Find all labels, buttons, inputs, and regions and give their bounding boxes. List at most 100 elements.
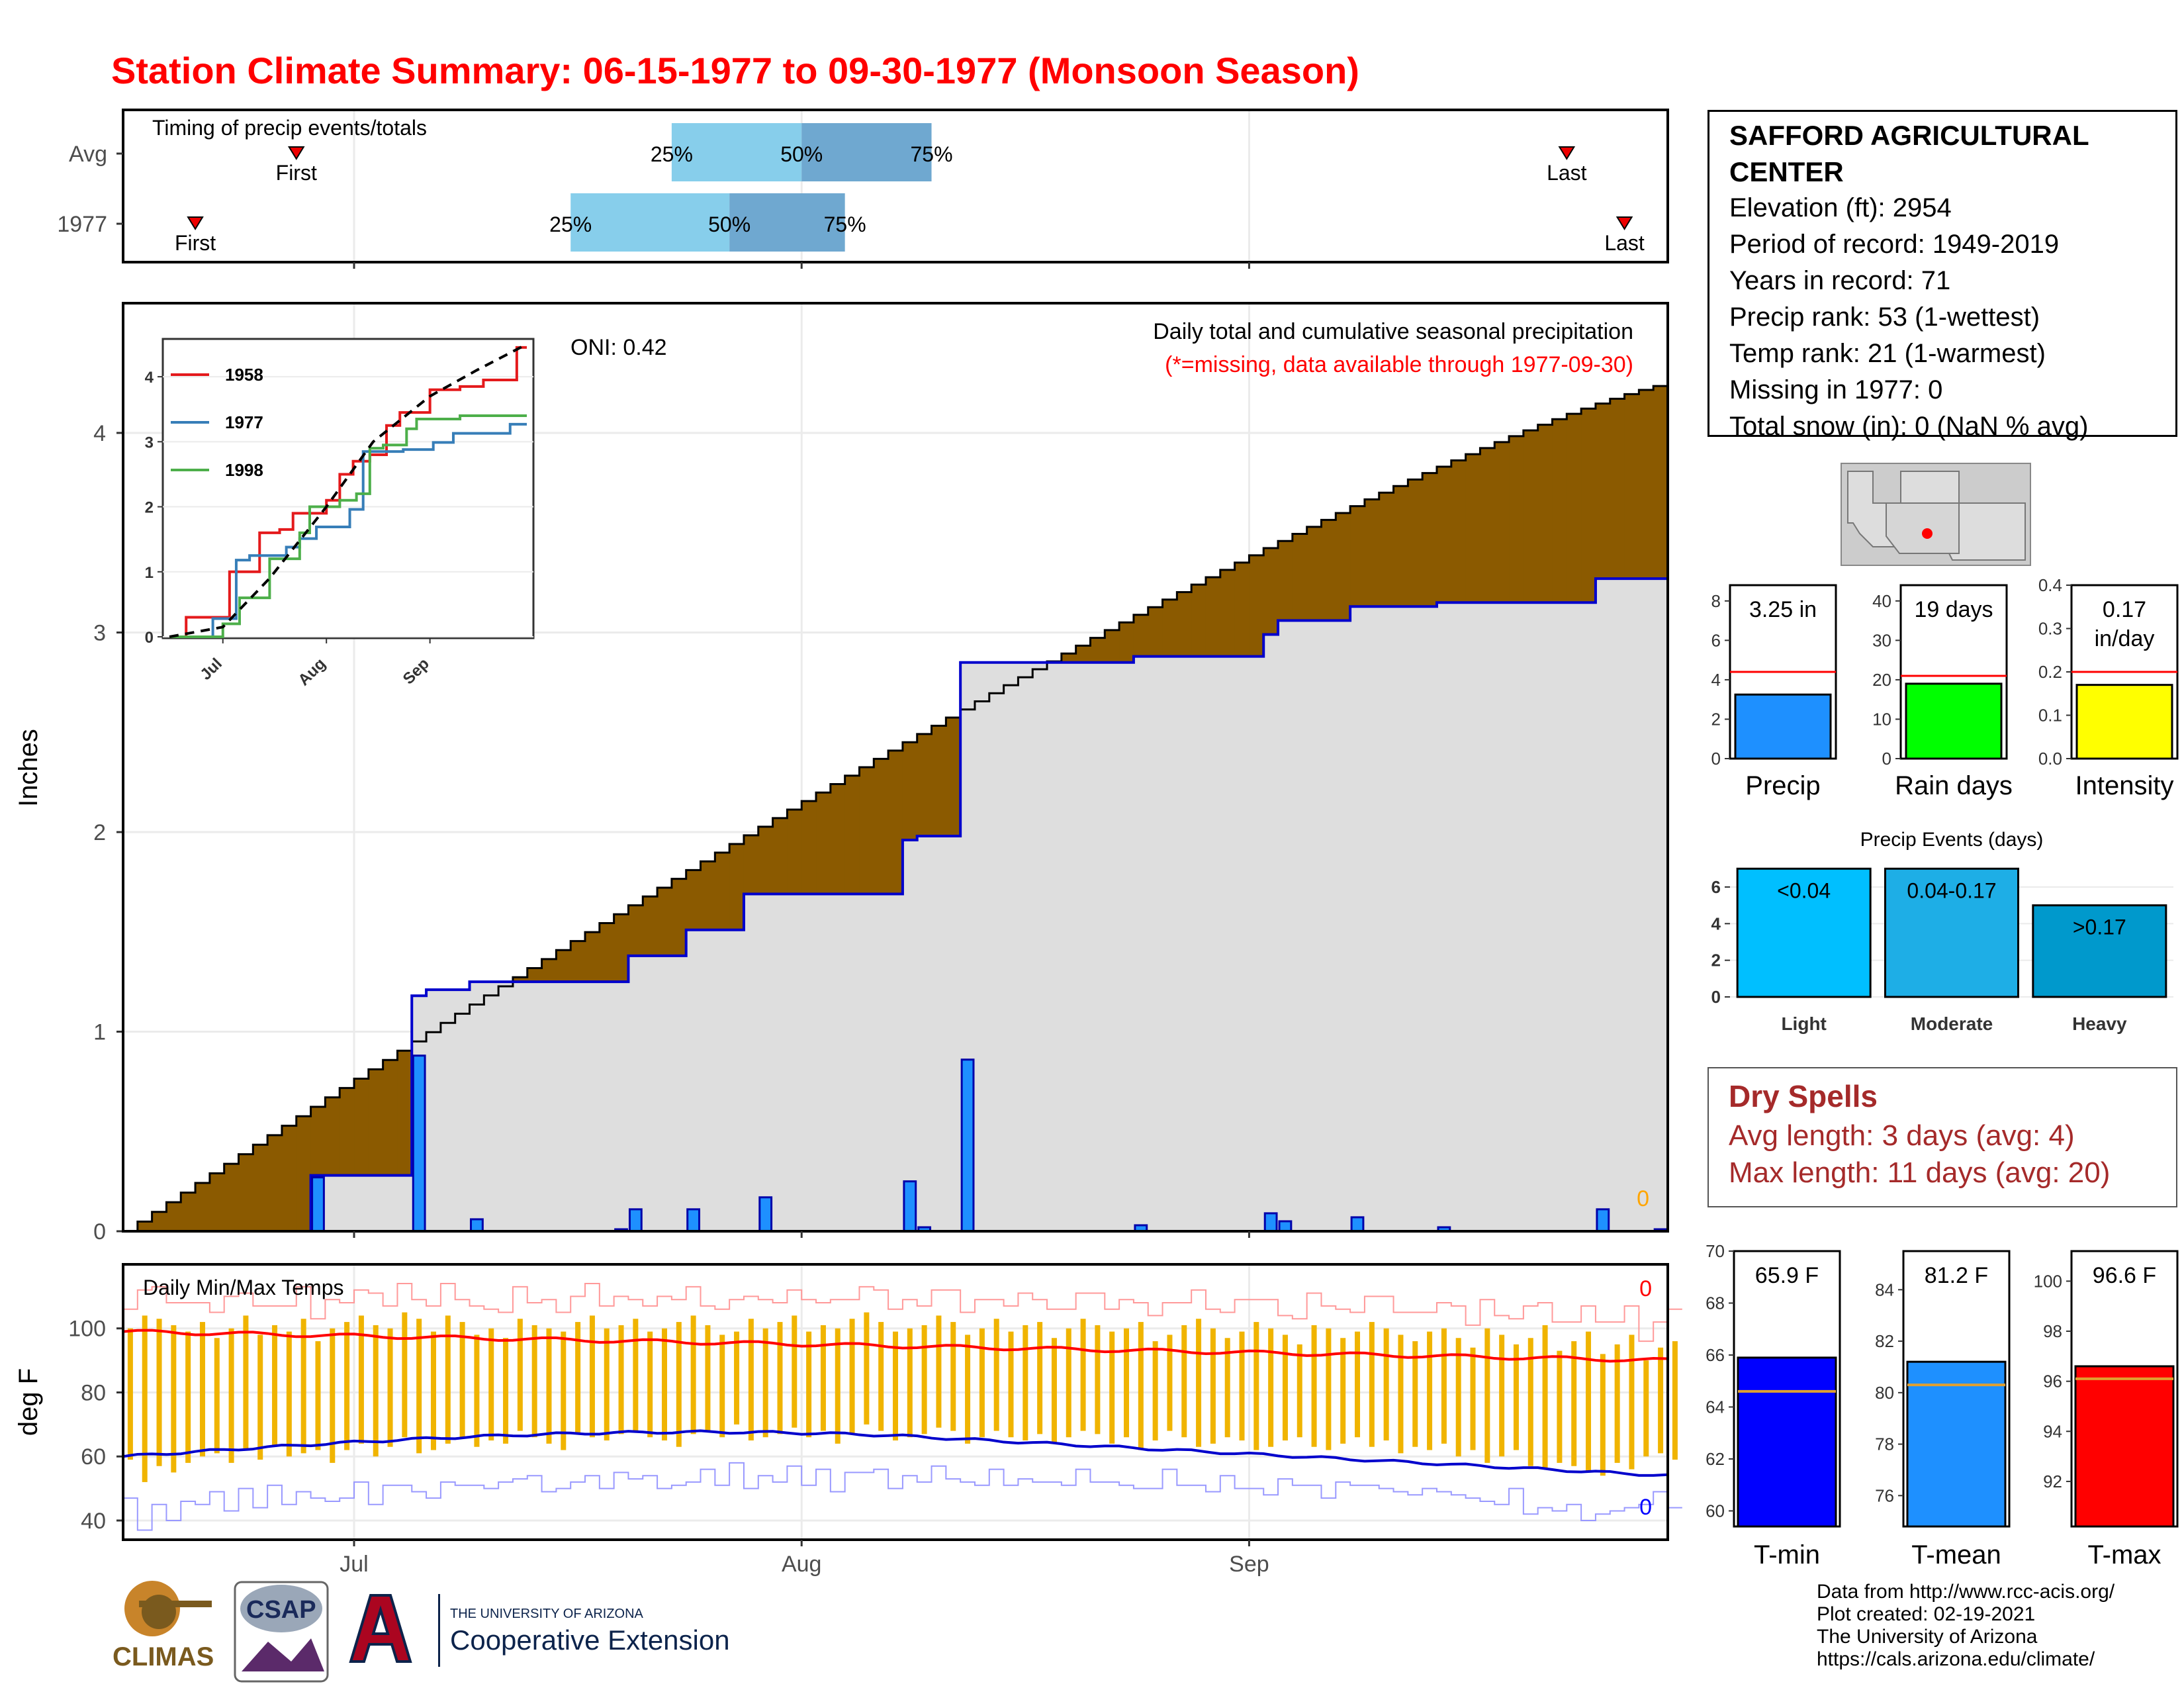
missing-count: 0 xyxy=(1637,1186,1649,1211)
daily-temp-bar xyxy=(156,1319,162,1466)
logos: CLIMAS CSAP THE UNIVERSITY OF ARIZONA Co… xyxy=(113,1581,730,1683)
inset-y-tick: 2 xyxy=(145,499,154,517)
daily-temp-bar xyxy=(517,1319,523,1431)
summary-label: Rain days xyxy=(1895,771,2013,800)
daily-temp-bar xyxy=(214,1338,220,1454)
first-marker xyxy=(287,146,305,160)
temp-bar-label: T-mean xyxy=(1911,1540,2001,1570)
daily-temp-bar xyxy=(330,1328,336,1463)
daily-temp-bar xyxy=(1586,1331,1592,1473)
timing-heading: Timing of precip events/totals xyxy=(152,116,427,140)
first-marker xyxy=(187,216,204,230)
summary-y-tick: 4 xyxy=(1711,670,1721,690)
difference-fill xyxy=(267,1135,283,1231)
daily-temp-bar xyxy=(199,1322,205,1457)
difference-fill xyxy=(253,1145,268,1231)
inset-series-line xyxy=(169,343,527,638)
difference-fill xyxy=(816,792,831,894)
location-map xyxy=(1841,463,2031,566)
temps-frame xyxy=(122,1263,1669,1541)
daily-temp-bar xyxy=(1499,1335,1505,1457)
credit-line: https://cals.arizona.edu/climate/ xyxy=(1817,1648,2095,1670)
temp-bar-y-tick: 82 xyxy=(1875,1331,1894,1351)
daily-temp-bar xyxy=(430,1331,436,1450)
difference-fill xyxy=(224,1164,240,1231)
daily-temp-bar xyxy=(993,1319,999,1431)
difference-fill xyxy=(1639,389,1654,579)
difference-fill xyxy=(527,968,543,982)
difference-fill xyxy=(1610,399,1625,579)
difference-fill xyxy=(340,1088,355,1176)
record-max-line xyxy=(123,1283,1682,1342)
difference-fill xyxy=(772,818,788,894)
timing-bar-50-75 xyxy=(801,123,932,181)
difference-fill xyxy=(1133,614,1149,657)
daily-temp-bar xyxy=(1311,1325,1317,1447)
legend-label: 1977 xyxy=(225,412,263,432)
difference-fill xyxy=(686,870,702,930)
daily-temp-bar xyxy=(1340,1338,1346,1444)
daily-temp-bar xyxy=(243,1315,249,1450)
daily-temp-bar xyxy=(488,1328,494,1441)
station-marker xyxy=(1922,528,1933,539)
oni-label: ONI: 0.42 xyxy=(570,335,667,360)
daily-temp-bar xyxy=(1196,1319,1202,1447)
inset-y-tick: 1 xyxy=(145,564,154,582)
daily-temp-bar xyxy=(820,1325,826,1431)
daily-precip-bar xyxy=(960,1058,975,1233)
daily-temp-bar xyxy=(1152,1341,1158,1441)
daily-temp-bar xyxy=(762,1328,768,1438)
precip-events-panel: Precip Events (days) 0 2 4 6 <0.04 Light 0.04-0… xyxy=(1711,829,2173,1034)
timing-row-label: Avg xyxy=(69,142,107,167)
daily-temp-bar xyxy=(286,1331,292,1457)
temps-heading: Daily Min/Max Temps xyxy=(143,1276,343,1299)
credits: Data from http://www.rcc-acis.org/ Plot … xyxy=(1817,1581,2174,1671)
difference-fill xyxy=(556,950,571,982)
legend-label: 1958 xyxy=(225,365,263,385)
difference-fill xyxy=(729,843,745,930)
info-temp-rank: Temp rank: 21 (1-warmest) xyxy=(1729,339,2046,368)
difference-fill xyxy=(1567,414,1582,603)
daily-temp-bar xyxy=(979,1328,985,1438)
average-cumulative-line xyxy=(123,383,1669,1233)
daily-temp-bar xyxy=(1427,1331,1433,1450)
daily-temp-bar xyxy=(1297,1344,1302,1438)
difference-fill xyxy=(946,718,961,837)
difference-fill xyxy=(281,1125,297,1231)
temp-bar-y-tick: 64 xyxy=(1706,1397,1725,1417)
inset-series-line xyxy=(169,414,527,638)
temp-bar xyxy=(1737,1356,1837,1528)
daily-temp-bar xyxy=(1066,1328,1071,1438)
daily-temp-bar xyxy=(344,1322,350,1450)
credit-line: Plot created: 02-19-2021 xyxy=(1817,1603,2036,1625)
y-tick-label: 4 xyxy=(93,421,106,446)
daily-temp-bar xyxy=(1181,1325,1187,1438)
inset-frame xyxy=(161,338,535,639)
text-line: 0.17 xyxy=(2103,597,2146,622)
daily-temp-bar xyxy=(503,1338,509,1444)
daily-temp-bar xyxy=(561,1331,567,1450)
info-elevation: Elevation (ft): 2954 xyxy=(1729,193,1952,222)
difference-fill xyxy=(570,941,586,982)
difference-fill xyxy=(1451,460,1467,603)
daily-precip-bar xyxy=(686,1208,701,1233)
summary-y-tick: 2 xyxy=(1711,709,1721,729)
difference-fill xyxy=(700,861,715,930)
timing-bar-25-50 xyxy=(671,123,802,181)
daily-temp-bar xyxy=(1614,1344,1620,1463)
pct-label-25: 25% xyxy=(549,212,592,236)
daily-temp-bar xyxy=(1557,1350,1563,1463)
pct-label-75: 75% xyxy=(911,142,953,166)
events-bar-label: <0.04 xyxy=(1777,878,1831,902)
csap-logo-text: CSAP xyxy=(246,1596,316,1624)
daily-temp-bar xyxy=(1513,1344,1519,1450)
temp-bar-value: 96.6 F xyxy=(2093,1263,2156,1288)
difference-fill xyxy=(1263,547,1279,635)
daily-temp-bar xyxy=(878,1322,884,1431)
timing-bar-50-75 xyxy=(729,193,845,252)
events-y-tick: 6 xyxy=(1711,877,1721,897)
main-precip-panel: 0 1 2 3 4 Inches ONI: 0.42 Daily total and cumu… xyxy=(14,302,1669,1244)
difference-fill xyxy=(1509,436,1524,603)
temp-bar xyxy=(1906,1360,2007,1528)
info-period: Period of record: 1949-2019 xyxy=(1729,230,2060,259)
